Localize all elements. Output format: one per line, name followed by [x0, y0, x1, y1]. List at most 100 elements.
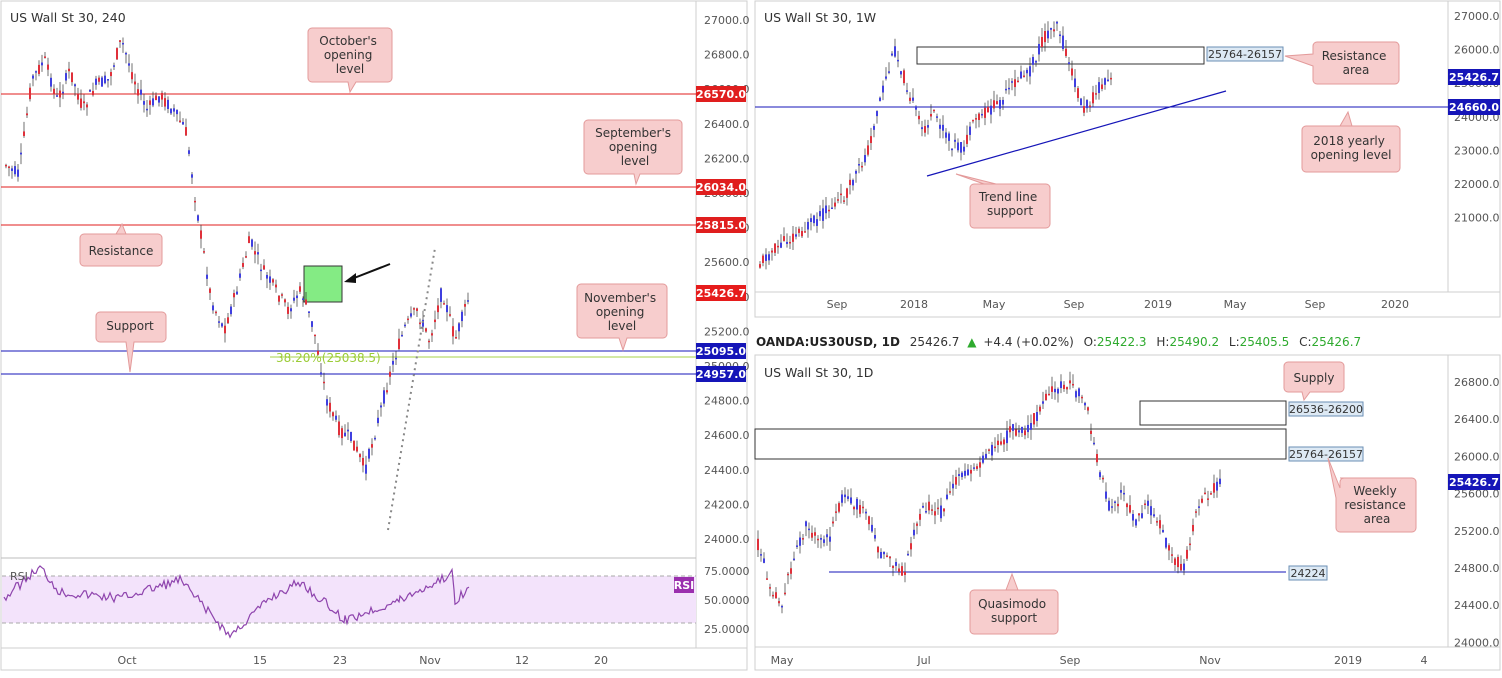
candle-body — [1104, 78, 1106, 85]
candle-body — [74, 84, 76, 87]
candle-body — [847, 496, 849, 499]
candle-body — [203, 251, 205, 253]
daily-time-axis[interactable]: May Jul Sep Nov 2019 4 — [771, 654, 1428, 667]
candle-body — [850, 497, 852, 504]
candle-body — [918, 115, 920, 120]
candle-body — [80, 98, 82, 108]
candle-body — [795, 234, 797, 237]
candle-body — [799, 537, 801, 546]
candle-body — [888, 71, 890, 73]
candle-body — [970, 469, 972, 474]
candle-body — [152, 98, 154, 106]
callout-resistance-area[interactable]: Resistance area — [1284, 41, 1400, 85]
candle-body — [134, 81, 136, 85]
candle-body — [323, 381, 325, 384]
callout-supply[interactable]: Supply — [1283, 361, 1345, 402]
candle-body — [1147, 500, 1149, 506]
candle-body — [928, 501, 930, 511]
candle-body — [65, 73, 67, 81]
candle-body — [1101, 84, 1103, 89]
candle-body — [236, 291, 238, 295]
callout-september-text: September's opening level — [595, 126, 675, 168]
callout-october[interactable]: October's opening level — [307, 27, 393, 94]
callout-september[interactable]: September's opening level — [583, 119, 683, 186]
candle-body — [110, 72, 112, 77]
left-price-tick: 26800.0 — [704, 49, 750, 62]
candle-body — [1156, 521, 1158, 523]
weekly-date-tick: Sep — [827, 298, 848, 311]
candle-body — [167, 99, 169, 109]
callout-weekly-resistance[interactable]: Weekly resistance area — [1327, 457, 1417, 533]
candle-body — [1065, 48, 1067, 56]
callout-yearly[interactable]: 2018 yearly opening level — [1301, 110, 1401, 173]
candle-body — [859, 505, 861, 514]
candle-body — [230, 306, 232, 315]
weekly-date-tick: May — [983, 298, 1006, 311]
daily-chart-panel[interactable]: US Wall St 30, 1D 26800.0 26400.0 26000.0 2… — [754, 354, 1502, 672]
left-chart-panel[interactable]: US Wall St 30, 240 27000.026800.026600.0… — [0, 0, 750, 672]
candle-body — [92, 91, 94, 96]
candle-body — [1162, 529, 1164, 533]
candle-body — [891, 53, 893, 56]
candle-body — [161, 92, 163, 100]
weekly-chart-svg[interactable]: US Wall St 30, 1W 27000.026000.025000.02… — [754, 0, 1502, 318]
callout-supply-text: Supply — [1294, 371, 1335, 385]
daily-price-axis[interactable]: 26800.0 26400.0 26000.0 25600.0 25200.0 24800… — [1454, 376, 1500, 672]
candle-body — [176, 109, 178, 115]
candle-body — [975, 118, 977, 120]
weekly-panel-border — [754, 0, 1501, 318]
weekly-chart-panel[interactable]: US Wall St 30, 1W 27000.026000.025000.02… — [754, 0, 1502, 318]
left-price-tick: 24000.0 — [704, 533, 750, 546]
weekly-zone-label-box — [1206, 46, 1284, 62]
candle-body — [757, 538, 759, 551]
weekly-time-axis[interactable]: Sep 2018 May Sep 2019 May Sep 2020 — [827, 298, 1409, 311]
candle-body — [808, 528, 810, 531]
candle-body — [777, 245, 779, 248]
candle-body — [801, 230, 803, 237]
candle-body — [937, 507, 939, 510]
callout-yearly-text: 2018 yearly opening level — [1311, 134, 1392, 162]
candle-body — [960, 142, 962, 153]
daily-date-tick: Nov — [1199, 654, 1221, 667]
candle-body — [356, 446, 358, 452]
candle-body — [1107, 79, 1109, 82]
candle-body — [987, 106, 989, 113]
level-tag-text: 26570.0 — [696, 88, 746, 101]
candle-body — [1059, 34, 1061, 37]
candle-body — [1099, 472, 1101, 478]
candle-body — [934, 511, 936, 516]
candle-body — [882, 85, 884, 93]
level-tag-text: 25815.0 — [696, 219, 746, 232]
candle-body — [200, 230, 202, 239]
callout-november[interactable]: November's opening level — [576, 283, 668, 352]
candle-body — [1183, 563, 1185, 571]
candle-body — [897, 59, 899, 62]
candle-body — [1204, 492, 1206, 495]
level-tag — [696, 285, 746, 301]
left-time-axis[interactable]: Oct 15 23 Nov 12 20 — [117, 654, 608, 667]
candle-body — [766, 578, 768, 580]
candle-body — [972, 119, 974, 122]
candle-body — [1168, 545, 1170, 551]
candle-body — [1023, 75, 1025, 78]
candle-body — [951, 148, 953, 151]
candle-body — [149, 100, 151, 105]
candle-body — [816, 219, 818, 226]
candle-body — [1048, 393, 1050, 396]
callout-trend-line[interactable]: Trend line support — [955, 173, 1051, 229]
candle-body — [817, 538, 819, 541]
callout-quasimodo[interactable]: Quasimodo support — [969, 572, 1059, 635]
callout-support[interactable]: Support — [95, 311, 167, 373]
candle-body — [374, 437, 376, 440]
candle-body — [969, 126, 971, 135]
candle-body — [1165, 537, 1167, 548]
candle-body — [1029, 66, 1031, 77]
candle-body — [125, 52, 127, 55]
daily-chart-svg[interactable]: US Wall St 30, 1D 26800.026400.026000.02… — [754, 354, 1502, 672]
weekly-price-tick: 21000.0 — [1454, 212, 1500, 225]
candle-body — [1020, 71, 1022, 79]
weekly-price-axis[interactable]: 27000.026000.025000.024000.023000.022000… — [1454, 10, 1500, 225]
left-chart-svg[interactable]: US Wall St 30, 240 27000.026800.026600.0… — [0, 0, 750, 672]
callout-resistance[interactable]: Resistance — [79, 222, 163, 267]
candle-body — [44, 56, 46, 58]
